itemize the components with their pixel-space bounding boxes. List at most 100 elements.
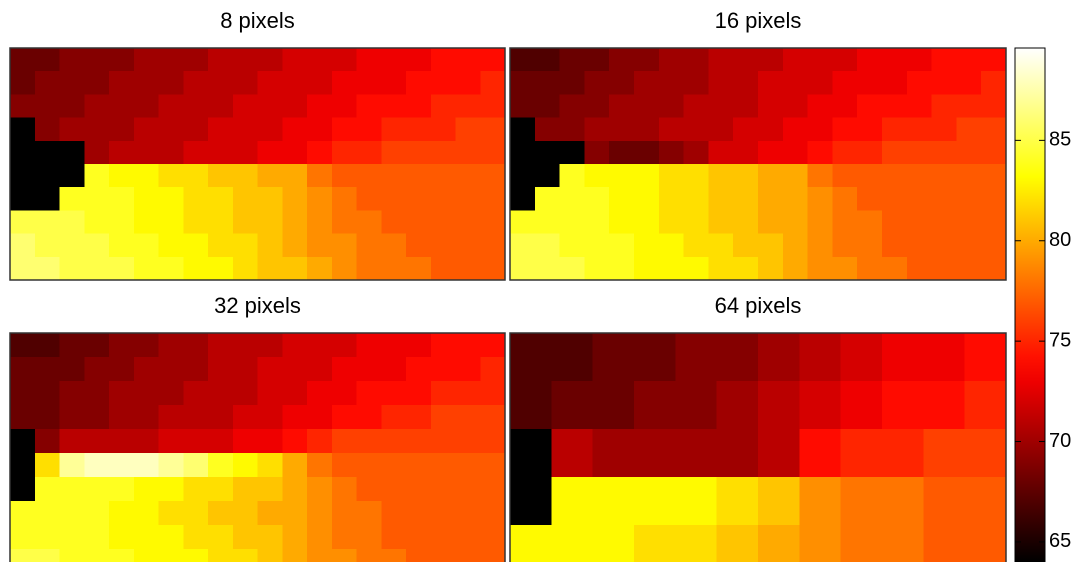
heatmap-cell bbox=[683, 164, 709, 188]
heatmap-cell bbox=[807, 117, 833, 142]
heatmap-cell bbox=[406, 381, 432, 406]
heatmap-cell bbox=[109, 357, 135, 382]
heatmap-cell bbox=[609, 210, 635, 235]
panel-title: 64 pixels bbox=[715, 293, 802, 318]
heatmap-cell bbox=[307, 140, 333, 165]
heatmap-cell bbox=[282, 233, 308, 258]
heatmap-cell bbox=[716, 333, 759, 382]
heatmap-cell bbox=[282, 210, 308, 235]
heatmap-cell bbox=[282, 381, 308, 406]
heatmap-cell bbox=[510, 187, 536, 211]
heatmap-cell bbox=[906, 71, 933, 95]
heatmap-cell bbox=[981, 48, 1007, 72]
heatmap-cell bbox=[10, 164, 36, 188]
heatmap-cell bbox=[906, 256, 933, 281]
heatmap-cell bbox=[257, 501, 283, 526]
heatmap-cell bbox=[906, 210, 933, 235]
heatmap-cell bbox=[807, 94, 833, 119]
heatmap-cell bbox=[733, 187, 759, 211]
heatmap-cell bbox=[232, 429, 259, 454]
heatmap-cell bbox=[956, 117, 982, 142]
heatmap-cell bbox=[158, 501, 184, 526]
colorbar-tick-label: 70 bbox=[1049, 430, 1071, 452]
heatmap-cell bbox=[658, 233, 685, 258]
heatmap-cell bbox=[381, 187, 407, 211]
heatmap-cell bbox=[782, 140, 809, 165]
heatmap-cell bbox=[133, 256, 160, 281]
heatmap-cell bbox=[584, 140, 610, 165]
heatmap-cell bbox=[480, 333, 506, 358]
heatmap-cell bbox=[510, 117, 536, 142]
heatmap-cell bbox=[59, 164, 85, 188]
heatmap-cell bbox=[592, 477, 635, 526]
heatmap-cell bbox=[356, 164, 382, 188]
heatmap-cell bbox=[758, 381, 800, 430]
heatmap-cell bbox=[158, 333, 184, 358]
heatmap-cell bbox=[964, 381, 1007, 430]
heatmap-cell bbox=[183, 549, 209, 567]
heatmap-cell bbox=[59, 357, 85, 382]
heatmap-cell bbox=[430, 48, 457, 72]
heatmap-cell bbox=[480, 256, 506, 281]
heatmap-cell bbox=[208, 453, 234, 478]
heatmap-cell bbox=[331, 501, 358, 526]
heatmap-cell bbox=[257, 48, 283, 72]
heatmap-cell bbox=[307, 333, 333, 358]
heatmap-cell bbox=[331, 405, 358, 430]
heatmap-cell bbox=[356, 71, 382, 95]
heatmap-cell bbox=[455, 233, 481, 258]
heatmap-cell bbox=[331, 256, 358, 281]
heatmap-cell bbox=[931, 48, 957, 72]
heatmap-cell bbox=[931, 71, 957, 95]
heatmap-cell bbox=[59, 333, 85, 358]
heatmap-cell bbox=[799, 477, 842, 526]
heatmap-cell bbox=[84, 256, 110, 281]
heatmap-cell bbox=[840, 525, 883, 567]
heatmap-cell bbox=[981, 71, 1007, 95]
heatmap-cell bbox=[584, 94, 610, 119]
heatmap-cell bbox=[109, 164, 135, 188]
heatmap-cell bbox=[84, 233, 110, 258]
heatmap-cell bbox=[406, 94, 432, 119]
heatmap-cell bbox=[257, 94, 283, 119]
heatmap-cell bbox=[381, 525, 407, 550]
heatmap-cell bbox=[480, 501, 506, 526]
heatmap-cell bbox=[807, 48, 833, 72]
heatmap-cell bbox=[480, 140, 506, 165]
heatmap-cell bbox=[406, 256, 432, 281]
heatmap-cell bbox=[534, 210, 561, 235]
heatmap-cell bbox=[381, 477, 407, 502]
heatmap-cell bbox=[480, 117, 506, 142]
heatmap-cell bbox=[430, 256, 457, 281]
heatmap-cell bbox=[882, 477, 924, 526]
heatmap-cell bbox=[584, 71, 610, 95]
heatmap-cell bbox=[758, 187, 784, 211]
heatmap-cell bbox=[133, 187, 160, 211]
heatmap-cell bbox=[331, 233, 358, 258]
heatmap-cell bbox=[257, 140, 283, 165]
heatmap-cell bbox=[609, 48, 635, 72]
heatmap-cell bbox=[133, 333, 160, 358]
heatmap-cell bbox=[109, 429, 135, 454]
heatmap-cell bbox=[84, 501, 110, 526]
heatmap-cell bbox=[733, 140, 759, 165]
heatmap-cell bbox=[406, 140, 432, 165]
heatmap-cell bbox=[551, 429, 594, 478]
heatmap-cell bbox=[257, 164, 283, 188]
heatmap-cell bbox=[683, 210, 709, 235]
heatmap-cell bbox=[708, 256, 734, 281]
heatmap-cell bbox=[708, 140, 734, 165]
heatmap-cell bbox=[109, 71, 135, 95]
heatmap-cell bbox=[158, 210, 184, 235]
heatmap-cell bbox=[658, 210, 685, 235]
heatmap-cell bbox=[931, 210, 957, 235]
heatmap-cell bbox=[832, 71, 858, 95]
heatmap-cell bbox=[10, 453, 36, 478]
heatmap-cell bbox=[183, 525, 209, 550]
heatmap-cell bbox=[356, 233, 382, 258]
heatmap-cell bbox=[455, 525, 481, 550]
heatmap-cell bbox=[455, 549, 481, 567]
heatmap-cell bbox=[183, 210, 209, 235]
heatmap-cell bbox=[634, 233, 660, 258]
heatmap-cell bbox=[381, 48, 407, 72]
